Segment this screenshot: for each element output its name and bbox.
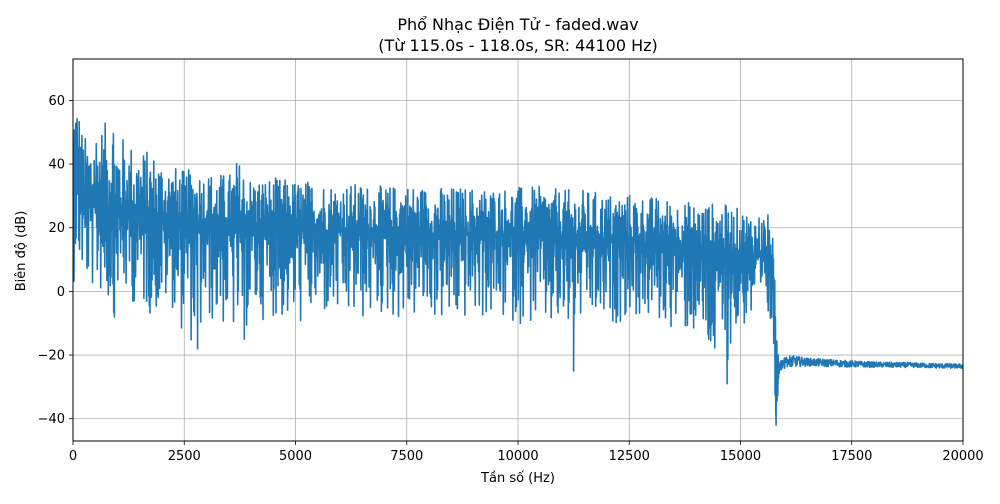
y-tick-label: −20 [38, 349, 65, 364]
x-tick-label: 17500 [831, 449, 872, 464]
x-tick-label: 15000 [720, 449, 761, 464]
x-tick-label: 20000 [942, 449, 983, 464]
chart-subtitle: (Từ 115.0s - 118.0s, SR: 44100 Hz) [378, 36, 658, 55]
y-tick-label: 40 [48, 158, 65, 173]
data-layer [73, 117, 963, 426]
y-tick-label: 60 [48, 94, 65, 109]
y-axis-label: Biên độ (dB) [14, 211, 29, 292]
x-tick-label: 0 [69, 449, 77, 464]
x-tick-label: 5000 [279, 449, 312, 464]
x-tick-label: 2500 [168, 449, 201, 464]
x-axis-label: Tần số (Hz) [480, 471, 555, 486]
ticks: 0 2500 5000 7500 10000 12500 15000 17500 20000 −4… [38, 94, 984, 464]
y-tick-label: −40 [38, 412, 65, 427]
chart-title: Phổ Nhạc Điện Tử - faded.wav [397, 15, 638, 34]
x-tick-label: 7500 [390, 449, 423, 464]
spectrum-line [73, 117, 963, 426]
y-tick-label: 0 [57, 285, 65, 300]
y-tick-label: 20 [48, 221, 65, 236]
x-tick-label: 10000 [497, 449, 538, 464]
x-tick-label: 12500 [609, 449, 650, 464]
